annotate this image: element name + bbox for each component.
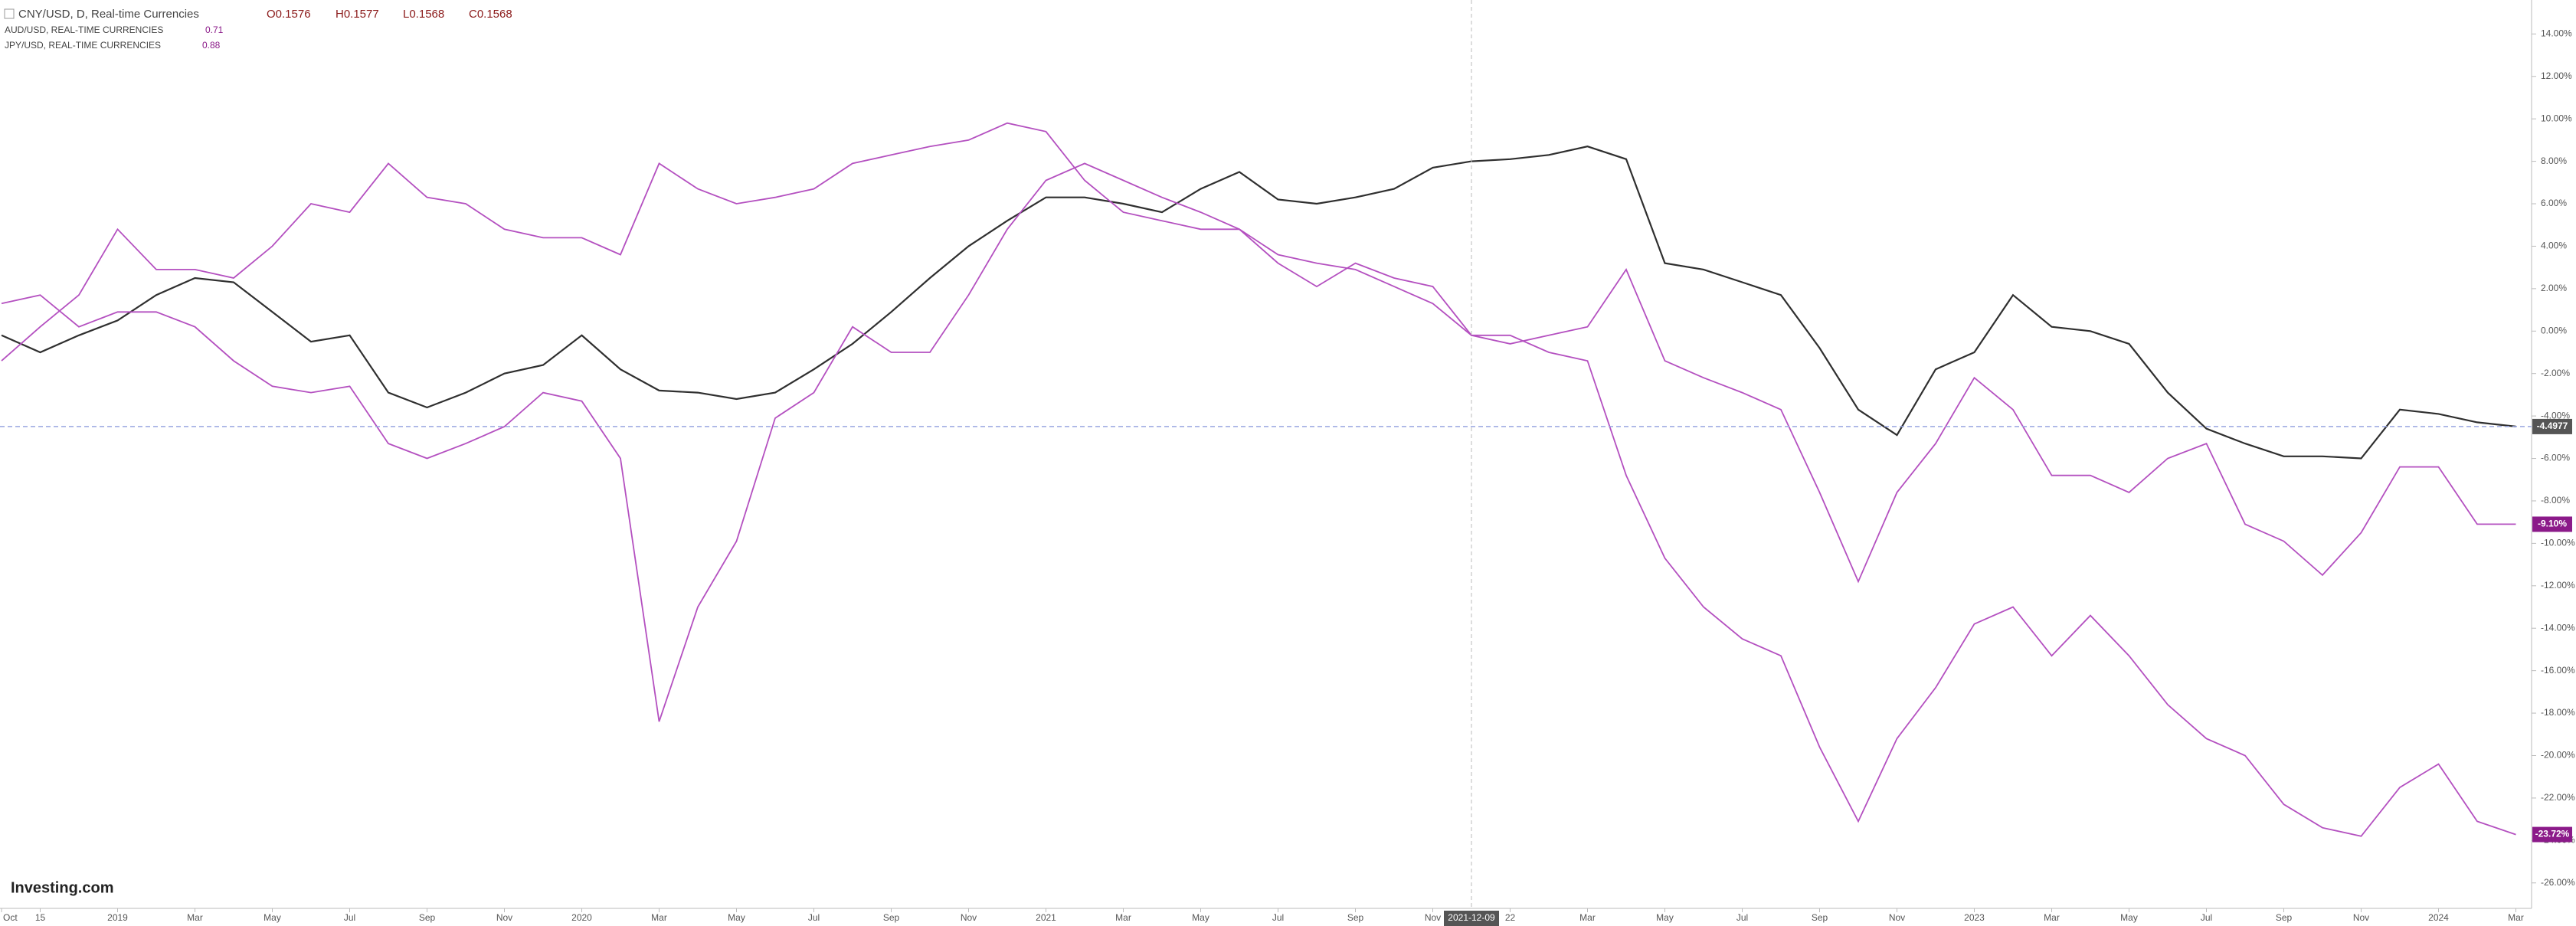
x-tick-label: Nov: [1889, 912, 1905, 923]
y-tick-label: -14.00%: [2541, 622, 2575, 633]
y-tick-label: 8.00%: [2541, 155, 2567, 166]
price-tag: [2532, 418, 2572, 434]
series-line: [1, 122, 2516, 837]
x-tick-label: Jul: [808, 912, 820, 923]
y-tick-label: 4.00%: [2541, 240, 2567, 251]
y-tick-label: -26.00%: [2541, 877, 2575, 888]
x-tick-label: Mar: [187, 912, 203, 923]
x-tick-label: May: [1656, 912, 1674, 923]
x-tick-label: 15: [35, 912, 46, 923]
x-tick-label: Sep: [1347, 912, 1364, 923]
y-tick-label: -6.00%: [2541, 453, 2570, 463]
y-tick-label: 10.00%: [2541, 113, 2572, 123]
price-tag-label: -23.72%: [2535, 829, 2570, 839]
logo: Investing.com: [11, 879, 113, 896]
price-tag-label: -9.10%: [2538, 519, 2567, 529]
price-tag: [2532, 516, 2572, 532]
x-tick-label: May: [728, 912, 745, 923]
y-tick-label: -20.00%: [2541, 750, 2575, 761]
x-tick-label: 2019: [107, 912, 128, 923]
x-tick-label: Mar: [1115, 912, 1131, 923]
x-tick-label: 2021: [1036, 912, 1056, 923]
legend-entry: JPY/USD, REAL-TIME CURRENCIES: [5, 40, 161, 51]
x-tick-label: Jul: [1272, 912, 1284, 923]
x-tick-label: 2023: [1964, 912, 1985, 923]
x-tick-label: Jul: [344, 912, 355, 923]
x-tick-label: Sep: [2276, 912, 2293, 923]
y-tick-label: -2.00%: [2541, 368, 2570, 378]
x-tick-label: May: [263, 912, 281, 923]
x-tick-label: Nov: [2353, 912, 2369, 923]
price-tag-label: -4.4977: [2537, 420, 2568, 431]
y-tick-label: 0.00%: [2541, 325, 2567, 335]
y-tick-label: -4.00%: [2541, 410, 2570, 420]
y-tick-label: -16.00%: [2541, 665, 2575, 676]
x-tick-label: Mar: [2044, 912, 2060, 923]
x-tick-label: 2020: [571, 912, 592, 923]
legend-price: 0.71: [205, 25, 224, 35]
legend-price: 0.88: [202, 40, 221, 51]
legend-quote: H0.1577: [336, 8, 379, 21]
y-tick-label: -12.00%: [2541, 580, 2575, 591]
legend-quote: C0.1568: [469, 8, 512, 21]
x-tick-label: May: [2120, 912, 2138, 923]
x-tick-label: Nov: [496, 912, 512, 923]
y-tick-label: -18.00%: [2541, 707, 2575, 718]
x-tick-label: Nov: [1425, 912, 1441, 923]
x-tick-label: Mar: [1579, 912, 1596, 923]
x-tick-label: Sep: [1812, 912, 1828, 923]
y-tick-label: 12.00%: [2541, 70, 2572, 81]
y-tick-label: -22.00%: [2541, 792, 2575, 803]
x-tick-label: Oct: [3, 912, 18, 923]
x-tick-label: 2024: [2428, 912, 2449, 923]
legend: CNY/USD, D, Real-time Currencies O0.1576…: [4, 8, 512, 51]
legend-title: CNY/USD, D, Real-time Currencies: [18, 8, 199, 21]
y-tick-label: 14.00%: [2541, 28, 2572, 39]
x-tick-label: Nov: [961, 912, 977, 923]
x-tick-label: May: [1192, 912, 1209, 923]
series-line: [1, 146, 2516, 460]
x-tick-label: 22: [1505, 912, 1516, 923]
y-tick-label: -10.00%: [2541, 538, 2575, 548]
x-tick-label: Sep: [419, 912, 436, 923]
y-tick-label: 2.00%: [2541, 283, 2567, 293]
legend-quote: L0.1568: [403, 8, 444, 21]
legend-quote: O0.1576: [267, 8, 311, 21]
x-tick-label: Sep: [883, 912, 900, 923]
y-tick-label: 6.00%: [2541, 198, 2567, 208]
legend-icon: [4, 8, 15, 19]
x-tick-label: Jul: [1736, 912, 1748, 923]
x-tick-label: Mar: [2508, 912, 2524, 923]
y-tick-label: -8.00%: [2541, 495, 2570, 506]
price-tag: [2532, 826, 2572, 843]
x-tick-label: Mar: [651, 912, 667, 923]
legend-entry: AUD/USD, REAL-TIME CURRENCIES: [5, 25, 163, 35]
series-line: [1, 162, 2516, 722]
crosshair-label-bg: [1444, 911, 1499, 926]
crosshair-label: 2021-12-09: [1448, 912, 1495, 923]
x-tick-label: Jul: [2201, 912, 2212, 923]
